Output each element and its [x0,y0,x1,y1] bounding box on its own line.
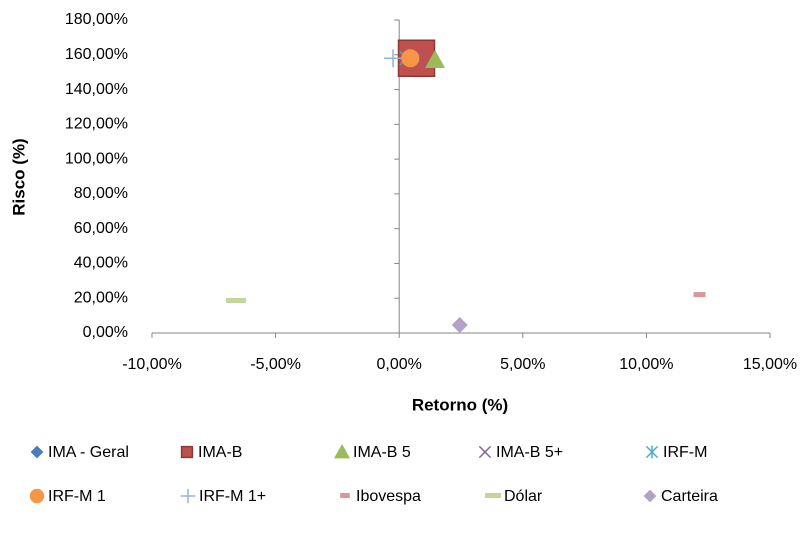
y-tick-label: 20,00% [74,289,128,306]
marker-diamond [30,445,44,459]
x-tick-label: 10,00% [619,356,673,373]
marker-plus [180,488,196,504]
marker-diamond [643,489,657,503]
y-tick-label: 40,00% [74,255,128,272]
legend-label: IRF-M [663,444,707,461]
legend-label: Carteira [661,488,718,505]
x-tick-label: -5,00% [250,356,301,373]
y-axis-title: Risco (%) [9,138,28,215]
x-tick-label: 15,00% [743,356,797,373]
legend-label: Dólar [504,488,543,505]
y-tick-label: 120,00% [65,116,128,133]
marker-plus [384,49,403,68]
y-tick-label: 80,00% [74,185,128,202]
x-axis-title: Retorno (%) [412,395,508,414]
marker-dash [693,292,706,298]
marker-triangle [334,444,350,459]
legend-label: IMA-B 5+ [496,444,563,461]
marker-x [478,445,492,459]
x-tick-label: 5,00% [500,356,545,373]
legend-label: IMA-B 5 [353,444,411,461]
legend-label: IMA - Geral [48,444,129,461]
marker-asterisk [645,445,659,459]
y-tick-label: 180,00% [65,11,128,28]
legend-label: Ibovespa [356,488,421,505]
legend-label: IRF-M 1 [48,488,106,505]
y-tick-label: 160,00% [65,46,128,63]
y-tick-label: 100,00% [65,150,128,167]
marker-dash [340,493,350,498]
legend-label: IRF-M 1+ [199,488,266,505]
marker-circle [29,488,45,504]
marker-square [180,445,194,459]
x-tick-label: -10,00% [122,356,182,373]
legend-label: IMA-B [198,444,242,461]
marker-circle [401,49,420,68]
y-tick-label: 0,00% [83,324,128,341]
marker-triangle [425,49,446,68]
x-tick-label: 0,00% [377,356,422,373]
marker-dash [226,298,247,304]
y-tick-label: 140,00% [65,81,128,98]
marker-diamond [451,317,468,334]
y-tick-label: 60,00% [74,220,128,237]
marker-dash [485,493,501,498]
